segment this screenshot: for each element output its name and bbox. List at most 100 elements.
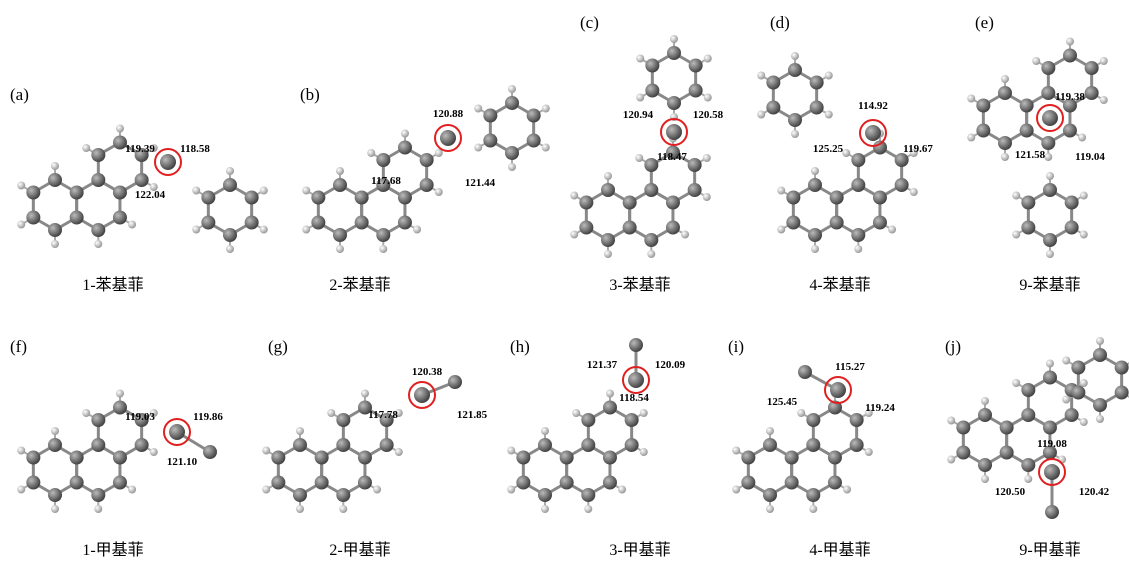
carbon	[785, 451, 799, 465]
carbon	[91, 173, 105, 187]
carbon	[245, 191, 259, 205]
carbon	[336, 438, 350, 452]
hydrogen	[1100, 96, 1108, 104]
hydrogen	[604, 250, 612, 258]
hydrogen	[647, 250, 655, 258]
carbon	[998, 136, 1012, 150]
bond-angle: 114.92	[858, 100, 888, 112]
hydrogen	[1046, 172, 1054, 180]
hydrogen	[854, 245, 862, 253]
bond-angle: 119.08	[1037, 438, 1067, 450]
bond-angle: 120.88	[433, 108, 464, 120]
hydrogen	[413, 226, 421, 234]
bond-angle: 119.04	[1075, 151, 1105, 163]
carbon	[579, 221, 593, 235]
hydrogen	[508, 163, 516, 171]
hydrogen	[1096, 337, 1104, 345]
hydrogen	[947, 456, 955, 464]
hydrogen	[1046, 360, 1054, 368]
carbon	[1043, 371, 1057, 385]
carbon	[398, 191, 412, 205]
carbon	[245, 216, 259, 230]
panel-label: (b)	[300, 85, 320, 104]
hydrogen	[1080, 418, 1088, 426]
carbon	[581, 413, 595, 427]
hydrogen	[572, 409, 580, 417]
hydrogen	[766, 505, 774, 513]
hydrogen	[94, 505, 102, 513]
hydrogen	[82, 409, 90, 417]
carbon	[70, 476, 84, 490]
hydrogen	[704, 94, 712, 102]
molecules	[17, 35, 1129, 519]
hydrogen	[192, 187, 200, 195]
hydrogen	[373, 486, 381, 494]
hydrogen	[584, 505, 592, 513]
carbon	[741, 476, 755, 490]
carbon	[398, 141, 412, 155]
carbon	[26, 476, 40, 490]
hydrogen	[606, 390, 614, 398]
carbon	[603, 476, 617, 490]
hydrogen	[296, 427, 304, 435]
bond-angle: 120.94	[623, 109, 654, 121]
carbon	[113, 451, 127, 465]
carbon	[336, 488, 350, 502]
carbon	[830, 382, 846, 398]
hydrogen	[910, 188, 918, 196]
panel-caption: 4-苯基菲	[809, 276, 870, 294]
carbon	[1045, 505, 1059, 519]
carbon	[625, 413, 639, 427]
hydrogen	[703, 193, 711, 201]
hydrogen	[51, 427, 59, 435]
carbon	[201, 216, 215, 230]
panel-label: (e)	[975, 13, 994, 32]
carbon	[1093, 398, 1107, 412]
carbon	[70, 186, 84, 200]
carbon	[1085, 86, 1099, 100]
carbon	[538, 438, 552, 452]
hydrogen	[842, 149, 850, 157]
carbon	[976, 99, 990, 113]
carbon	[355, 191, 369, 205]
carbon	[26, 186, 40, 200]
hydrogen	[339, 505, 347, 513]
hydrogen	[635, 154, 643, 162]
hydrogen	[670, 35, 678, 43]
carbon	[1044, 464, 1060, 480]
carbon	[1000, 446, 1014, 460]
hydrogen	[791, 52, 799, 60]
carbon	[1043, 421, 1057, 435]
bond-angle: 115.27	[835, 361, 865, 373]
hydrogen	[570, 231, 578, 239]
hydrogen	[82, 144, 90, 152]
carbon	[1071, 386, 1085, 400]
carbon	[1063, 124, 1077, 138]
carbon	[70, 211, 84, 225]
carbon	[873, 141, 887, 155]
carbon	[628, 372, 644, 388]
carbon	[26, 211, 40, 225]
carbon	[1065, 221, 1079, 235]
hydrogen	[367, 149, 375, 157]
hydrogen	[797, 409, 805, 417]
carbon	[645, 59, 659, 73]
hydrogen	[260, 226, 268, 234]
carbon	[505, 96, 519, 110]
hydrogen	[51, 240, 59, 248]
carbon	[688, 158, 702, 172]
hydrogen	[1046, 250, 1054, 258]
carbon	[806, 413, 820, 427]
hydrogen	[570, 192, 578, 200]
hydrogen	[1044, 153, 1052, 161]
hydrogen	[1012, 379, 1020, 387]
carbon	[786, 216, 800, 230]
carbon	[1063, 49, 1077, 63]
carbon	[873, 216, 887, 230]
carbon	[666, 124, 682, 140]
carbon	[810, 101, 824, 115]
carbon	[336, 413, 350, 427]
panel-label: (d)	[770, 13, 790, 32]
carbon	[623, 221, 637, 235]
bond-angle: 121.37	[587, 359, 618, 371]
